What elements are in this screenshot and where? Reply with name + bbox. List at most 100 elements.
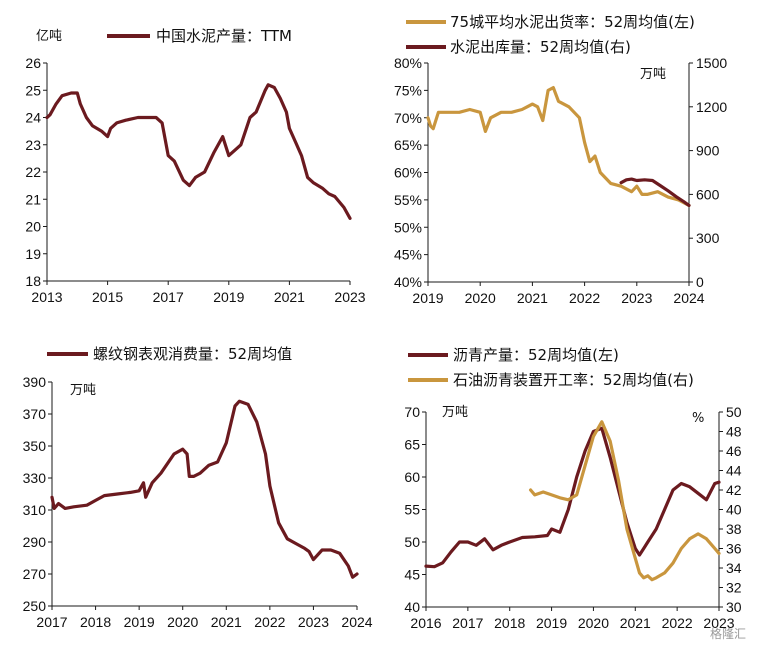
x-tick-label: 2023: [621, 290, 652, 306]
y-tick-label-right: 44: [726, 463, 742, 479]
panel3-legend-label-1: 螺纹钢表观消费量：52周均值: [93, 345, 292, 363]
y-tick-label-right: 46: [726, 443, 742, 459]
watermark-text: 格隆汇: [710, 626, 746, 641]
y-tick-label-left: 50: [404, 534, 420, 550]
y-tick-label-right: 1200: [696, 99, 727, 115]
y-tick-label-left: 310: [23, 502, 47, 518]
panel4-legend-label-2: 石油沥青装置开工率：52周均值(右): [453, 371, 694, 389]
y-tick-label-left: 80%: [394, 55, 422, 71]
x-tick-label: 2020: [465, 290, 496, 306]
x-tick-label: 2021: [620, 615, 651, 631]
x-tick-label: 2022: [569, 290, 600, 306]
y-tick-label-right: 34: [726, 560, 742, 576]
panel4-legend-label-1: 沥青产量：52周均值(左): [453, 346, 619, 364]
y-tick-label-left: 20: [25, 219, 41, 235]
y-tick-label-left: 70%: [394, 110, 422, 126]
series-line-2-1: [426, 85, 691, 207]
y-tick-label-right: 32: [726, 580, 742, 596]
y-tick-label-left: 40%: [394, 274, 422, 290]
panel2-unit-right: 万吨: [640, 67, 666, 82]
panel2-plot: 2019 2020 2021 2022 2023 2024 40% 45% 50% 55% 60% 6…: [394, 55, 727, 306]
panel2-header: 75城平均水泥出货率：52周均值(左) 水泥出库量：52周均值(右) 万吨: [406, 13, 695, 82]
y-tick-label-left: 290: [23, 534, 47, 550]
y-tick-label-left: 21: [25, 191, 41, 207]
y-tick-label-left: 65%: [394, 137, 422, 153]
x-tick-label: 2023: [298, 614, 329, 630]
y-tick-label-left: 350: [23, 438, 47, 454]
x-tick-label: 2020: [167, 614, 198, 630]
panel1-header: 亿吨 中国水泥产量：TTM: [36, 27, 292, 45]
y-tick-label-right: 900: [696, 143, 720, 159]
y-tick-label-left: 26: [25, 55, 41, 71]
x-tick-label: 2024: [341, 614, 372, 630]
y-tick-label-left: 22: [25, 164, 41, 180]
y-tick-label-left: 40: [404, 599, 420, 615]
y-tick-label-right: 50: [726, 404, 742, 420]
x-tick-label: 2018: [494, 615, 525, 631]
x-tick-label: 2017: [36, 614, 67, 630]
y-tick-label-left: 19: [25, 246, 41, 262]
y-tick-label-left: 250: [23, 598, 47, 614]
panel4-header: 沥青产量：52周均值(左) 石油沥青装置开工率：52周均值(右) 万吨 %: [408, 346, 704, 426]
y-tick-label-left: 390: [23, 374, 47, 390]
y-tick-label-left: 75%: [394, 82, 422, 98]
y-tick-label-left: 55%: [394, 192, 422, 208]
panel3-unit-left: 万吨: [70, 383, 96, 398]
series-line-4-1: [424, 426, 721, 569]
y-tick-label-right: 1500: [696, 55, 727, 71]
x-tick-label: 2013: [31, 289, 62, 305]
y-tick-label-left: 70: [404, 404, 420, 420]
x-tick-label: 2018: [80, 614, 111, 630]
x-tick-label: 2022: [254, 614, 285, 630]
x-tick-label: 2015: [92, 289, 123, 305]
x-tick-label: 2019: [213, 289, 244, 305]
y-tick-label-left: 270: [23, 566, 47, 582]
x-tick-label: 2021: [517, 290, 548, 306]
y-tick-label-left: 25: [25, 82, 41, 98]
y-tick-label-right: 42: [726, 482, 742, 498]
panel1-legend-label-1: 中国水泥产量：TTM: [156, 27, 292, 45]
x-tick-label: 2020: [578, 615, 609, 631]
panel4-unit-right: %: [692, 411, 704, 426]
series-line-3-1: [50, 399, 359, 579]
y-tick-label-left: 18: [25, 273, 41, 289]
panel2-legend-label-1: 75城平均水泥出货率：52周均值(左): [450, 13, 695, 31]
x-tick-label: 2024: [673, 290, 704, 306]
y-tick-label-left: 50%: [394, 219, 422, 235]
y-tick-label-right: 38: [726, 521, 742, 537]
y-tick-label-left: 23: [25, 137, 41, 153]
series-line-2-2: [619, 177, 691, 207]
y-tick-label-left: 65: [404, 437, 420, 453]
panel3-header: 螺纹钢表观消费量：52周均值 万吨: [47, 345, 292, 398]
y-tick-label-right: 36: [726, 541, 742, 557]
x-tick-label: 2021: [274, 289, 305, 305]
y-tick-label-left: 370: [23, 406, 47, 422]
y-tick-label-right: 600: [696, 186, 720, 202]
x-tick-label: 2017: [153, 289, 184, 305]
x-tick-label: 2016: [410, 615, 441, 631]
x-tick-label: 2021: [211, 614, 242, 630]
y-tick-label-left: 45: [404, 567, 420, 583]
panel3-plot: 2017 2018 2019 2020 2021 2022 2023 2024 250 270 29…: [23, 374, 373, 630]
series-line-4-2: [528, 420, 721, 582]
panel1-unit-left: 亿吨: [36, 29, 62, 44]
y-tick-label-right: 48: [726, 424, 742, 440]
panel4-plot: 2016 2017 2018 2019 2020 2021 2022 2023 40 45 50 55…: [404, 404, 741, 631]
x-tick-label: 2019: [412, 290, 443, 306]
series-line-1-1: [45, 83, 352, 220]
plots-layer: 2013 2015 2017 2019 2021 20231819202122232425…: [23, 55, 742, 631]
panel1-plot: 2013 2015 2017 2019 2021 20231819202122232425…: [25, 55, 365, 305]
x-tick-label: 2017: [452, 615, 483, 631]
y-tick-label-right: 30: [726, 599, 742, 615]
x-tick-label: 2019: [124, 614, 155, 630]
y-tick-label-left: 24: [25, 110, 41, 126]
y-tick-label-left: 60%: [394, 165, 422, 181]
y-tick-label-left: 330: [23, 470, 47, 486]
y-tick-label-left: 55: [404, 502, 420, 518]
y-tick-label-right: 300: [696, 230, 720, 246]
panel4-unit-left: 万吨: [442, 405, 468, 420]
y-tick-label-left: 60: [404, 469, 420, 485]
x-tick-label: 2023: [334, 289, 365, 305]
x-tick-label: 2022: [662, 615, 693, 631]
y-tick-label-left: 45%: [394, 247, 422, 263]
